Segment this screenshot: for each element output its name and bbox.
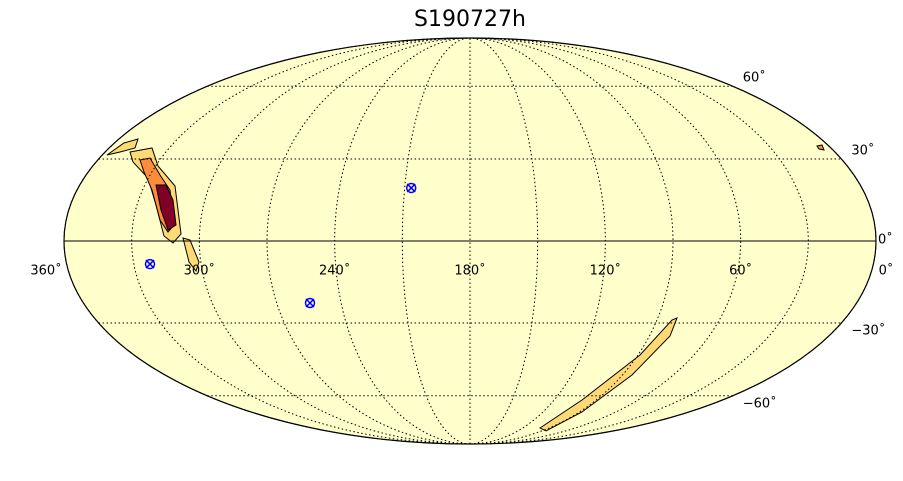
source-marker	[304, 297, 316, 309]
x-tick-label: 0˚	[879, 263, 894, 279]
marker-cross	[305, 298, 315, 308]
source-marker	[144, 258, 156, 270]
y-tick-label: 0˚	[878, 232, 893, 248]
probability-region	[182, 237, 200, 273]
x-tick-label: 240˚	[319, 263, 350, 279]
grid-line	[469, 37, 742, 445]
marker-cross	[406, 183, 416, 193]
y-tick-label: −60˚	[743, 395, 777, 411]
y-tick-label: 30˚	[851, 142, 874, 158]
x-tick-label: 300˚	[184, 263, 215, 279]
y-tick-label: 60˚	[743, 70, 766, 86]
x-tick-label: 120˚	[590, 263, 621, 279]
minor-grid-line	[469, 37, 539, 445]
marker-circle	[405, 182, 417, 194]
x-tick-label: 180˚	[454, 263, 485, 279]
chart-title: S190727h	[414, 7, 526, 32]
y-tick-label: −30˚	[851, 323, 885, 339]
x-tick-label: 360˚	[30, 263, 61, 279]
minor-grid-line	[401, 37, 471, 445]
grid-line	[198, 37, 471, 445]
source-marker	[405, 182, 417, 194]
x-tick-label: 60˚	[729, 263, 752, 279]
sky-outline	[63, 37, 877, 445]
marker-circle	[144, 258, 156, 270]
marker-cross	[145, 259, 155, 269]
marker-circle	[304, 297, 316, 309]
probability-region	[155, 184, 177, 231]
probability-region	[106, 138, 139, 156]
map	[63, 37, 877, 445]
probability-region	[816, 144, 825, 151]
